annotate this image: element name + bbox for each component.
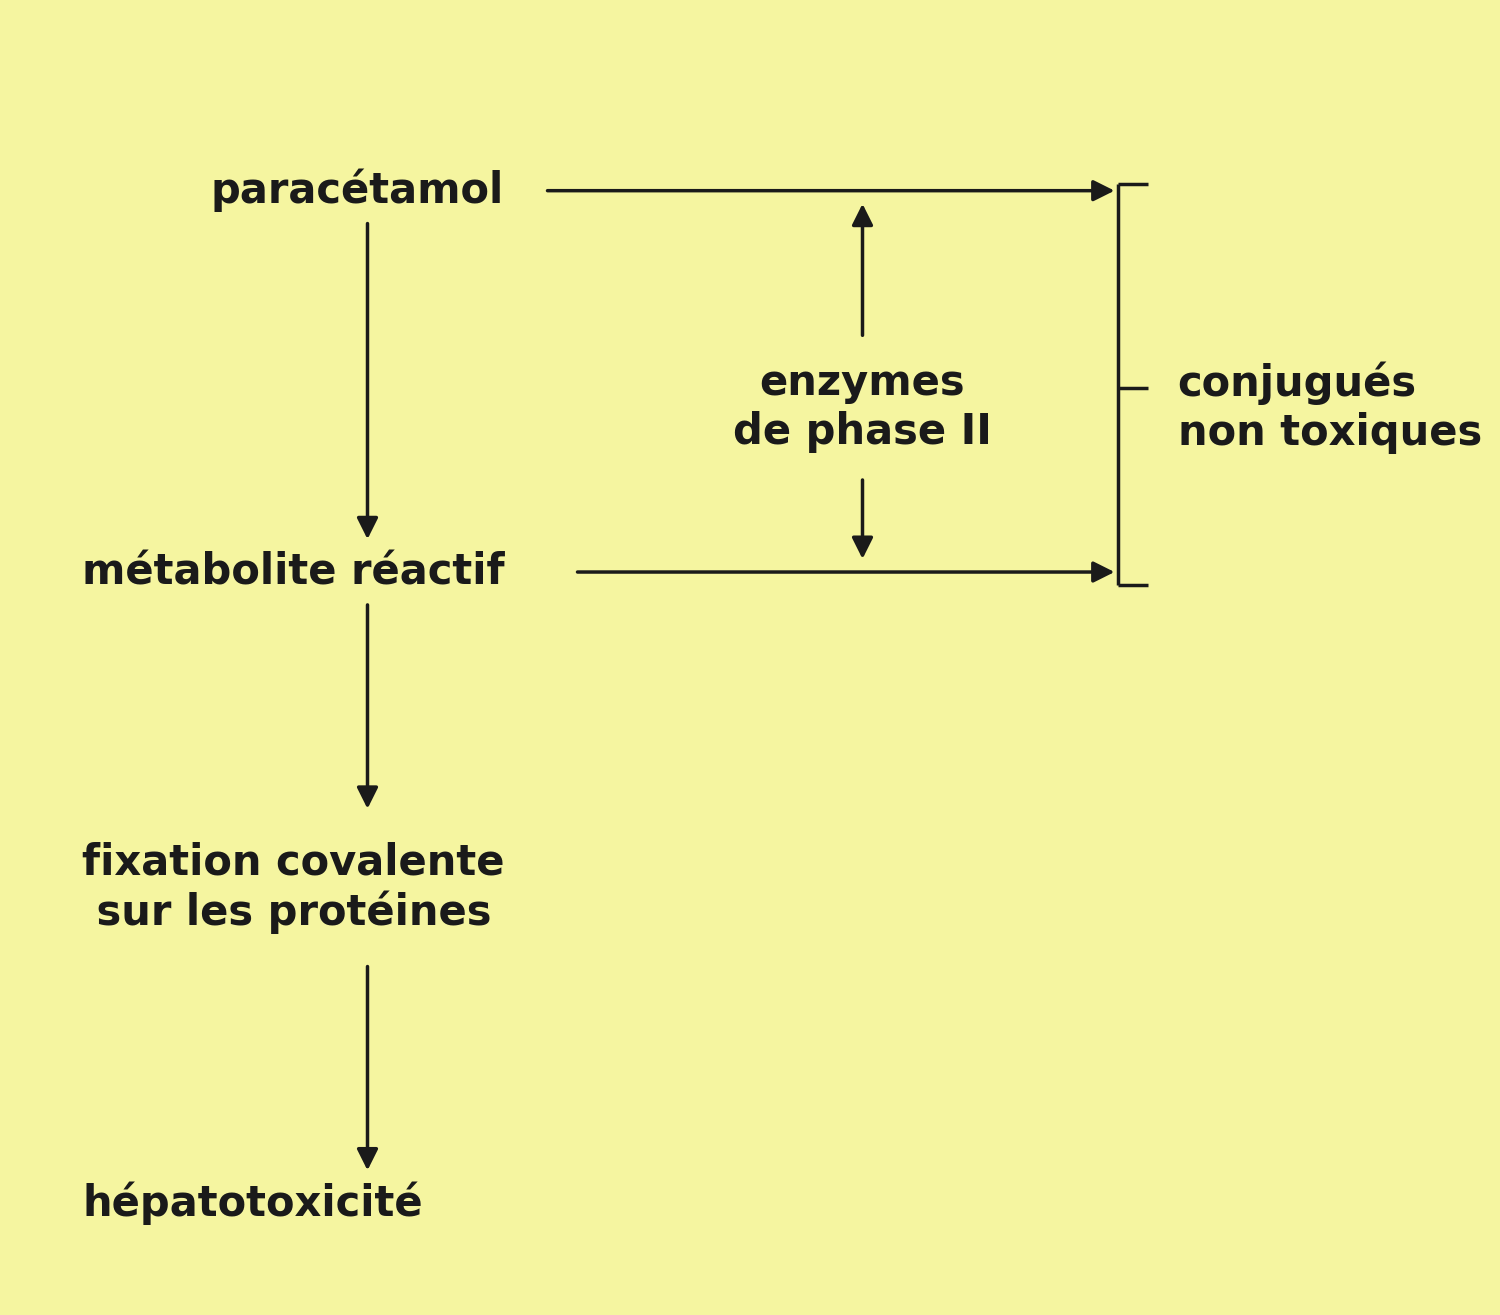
Text: hépatotoxicité: hépatotoxicité [82, 1181, 423, 1226]
Text: conjugués
non toxiques: conjugués non toxiques [1178, 362, 1482, 454]
Text: enzymes
de phase II: enzymes de phase II [734, 363, 992, 452]
Text: paracétamol: paracétamol [210, 168, 502, 213]
Text: métabolite réactif: métabolite réactif [82, 551, 506, 593]
Text: fixation covalente
 sur les protéines: fixation covalente sur les protéines [82, 842, 506, 934]
